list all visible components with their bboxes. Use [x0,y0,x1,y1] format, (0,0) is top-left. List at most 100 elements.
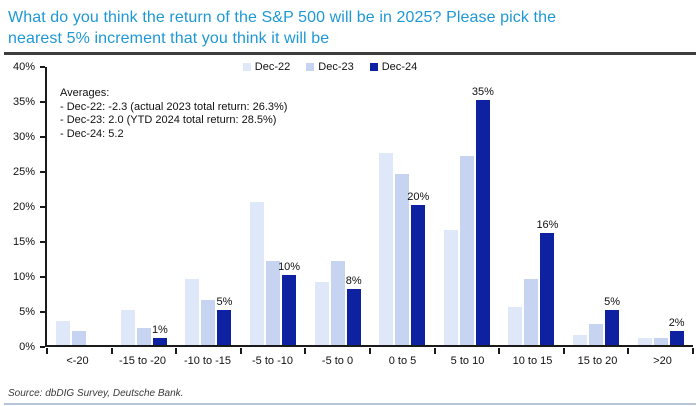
bar-dec-23 [266,261,281,345]
x-tick-label-1: <-20 [66,355,89,367]
bar-dec-24: 8% [346,275,362,345]
x-axis-labels: <-20 -15 to -20 -10 to -15 -5 to -10 -5 to 0… [45,355,695,367]
y-tick-label: 15% [12,236,35,248]
bar-dec-23 [72,331,87,345]
bar-dec-24: 16% [536,219,558,345]
bar-dec-24: 2% [669,317,685,345]
bar-group-5: 8% [305,67,370,345]
bar-dec-23 [330,261,345,345]
y-tick-mark [40,346,45,348]
bar-value-label: 2% [668,317,685,329]
x-tick-mark [627,348,630,354]
bar-dec-23 [524,278,539,345]
bar-value-label: 5% [216,296,233,308]
bar-chart: Dec-22 Dec-23 Dec-24 0% 5% 10% 15% 20% 25% 30% 35… [0,55,700,385]
legend-label: Dec-22 [254,61,291,73]
x-tick-label-3: -10 to -15 [183,355,232,367]
y-tick-mark [40,136,45,138]
bar-value-label: 1% [151,324,168,336]
bar-dec-24: 20% [407,191,429,345]
x-tick-mark [692,348,694,354]
legend-swatch-icon [306,63,315,71]
y-tick-label: 30% [12,131,35,143]
bar-dec-24: 35% [472,86,494,345]
x-tick-mark [433,348,436,354]
bar-dec-23 [136,327,151,345]
y-tick-label: 0% [19,341,35,353]
y-tick-label: 35% [12,96,35,108]
x-tick-label-9: 15 to 20 [577,355,618,367]
y-tick-mark [40,241,45,243]
bar-dec-22 [379,152,394,345]
x-tick-label-7: 5 to 10 [450,355,485,367]
y-tick-label: 5% [19,306,35,318]
x-tick-label-2: -15 to -20 [118,355,167,367]
x-tick-mark [498,348,501,354]
x-tick-mark [239,348,242,354]
page-title-line-1: What do you think the return of the S&P … [8,9,557,26]
y-tick-mark [40,66,45,68]
y-tick-mark [40,311,45,313]
bar-dec-23 [459,156,474,345]
bottom-divider [4,403,696,405]
x-tick-mark [562,348,565,354]
bar-dec-22 [120,310,135,345]
averages-line-dec23: - Dec-23: 2.0 (YTD 2024 total return: 28… [60,114,277,126]
bar-value-label: 16% [536,219,559,231]
bar-group-2: 1% [112,67,177,345]
y-tick-mark [40,101,45,103]
bar-dec-24: 10% [278,261,300,345]
y-tick-mark [40,171,45,173]
x-tick-mark [304,348,307,354]
bar-dec-23 [201,299,216,345]
bar-dec-24: 5% [604,296,620,345]
page-title: What do you think the return of the S&P … [0,0,700,49]
bar-dec-23 [589,324,604,345]
legend: Dec-22 Dec-23 Dec-24 [0,61,660,73]
bar-group-9: 5% [564,67,629,345]
averages-annotation: Averages: - Dec-22: -2.3 (actual 2023 to… [60,87,287,141]
legend-label: Dec-23 [318,61,354,73]
averages-line-dec22: - Dec-22: -2.3 (actual 2023 total return… [60,100,288,113]
bar-group-8: 16% [499,67,564,345]
x-tick-label-6: 0 to 5 [388,355,417,367]
bar-dec-22 [314,282,329,345]
x-tick-label-5: -5 to 0 [321,355,354,367]
bar-value-label: 8% [345,275,362,287]
x-tick-label-8: 10 to 15 [512,355,553,367]
legend-swatch-icon [369,63,378,71]
bar-group-10: 2% [628,67,693,345]
x-tick-label-4: -5 to -10 [252,355,293,367]
bar-value-label: 35% [471,86,494,98]
legend-item-dec-22: Dec-22 [242,61,291,73]
x-tick-mark [110,348,113,354]
plot-area: 1% 5% 10% 8% 20% 35% 16% 5% 2% [45,67,694,354]
bar-dec-24: 1% [152,324,168,345]
legend-item-dec-23: Dec-23 [306,61,354,73]
x-tick-mark [46,348,48,354]
x-tick-mark [369,348,371,354]
legend-label: Dec-24 [381,61,418,73]
bar-value-label: 10% [278,261,301,273]
x-tick-mark [175,348,178,354]
legend-item-dec-24: Dec-24 [369,61,418,73]
bar-value-label: 5% [604,296,620,308]
bar-group-1 [47,67,112,345]
bar-dec-22 [573,334,588,345]
bar-value-label: 20% [407,191,430,203]
y-tick-label: 40% [12,61,35,73]
bar-dec-22 [56,320,71,345]
bar-group-6: 20% [370,67,435,345]
y-tick-label: 25% [12,166,35,178]
page-title-line-2: nearest 5% increment that you think it w… [8,30,330,47]
x-tick-label-10: >20 [653,355,672,367]
averages-title: Averages: [60,87,110,99]
y-tick-label: 10% [12,271,35,283]
y-axis: 0% 5% 10% 15% 20% 25% 30% 35% 40% [0,61,45,353]
y-tick-label: 20% [12,201,35,213]
bar-dec-22 [443,229,458,345]
bar-dec-22 [185,278,200,345]
title-divider [4,52,696,55]
averages-line-dec24: - Dec-24: 5.2 [60,127,124,140]
